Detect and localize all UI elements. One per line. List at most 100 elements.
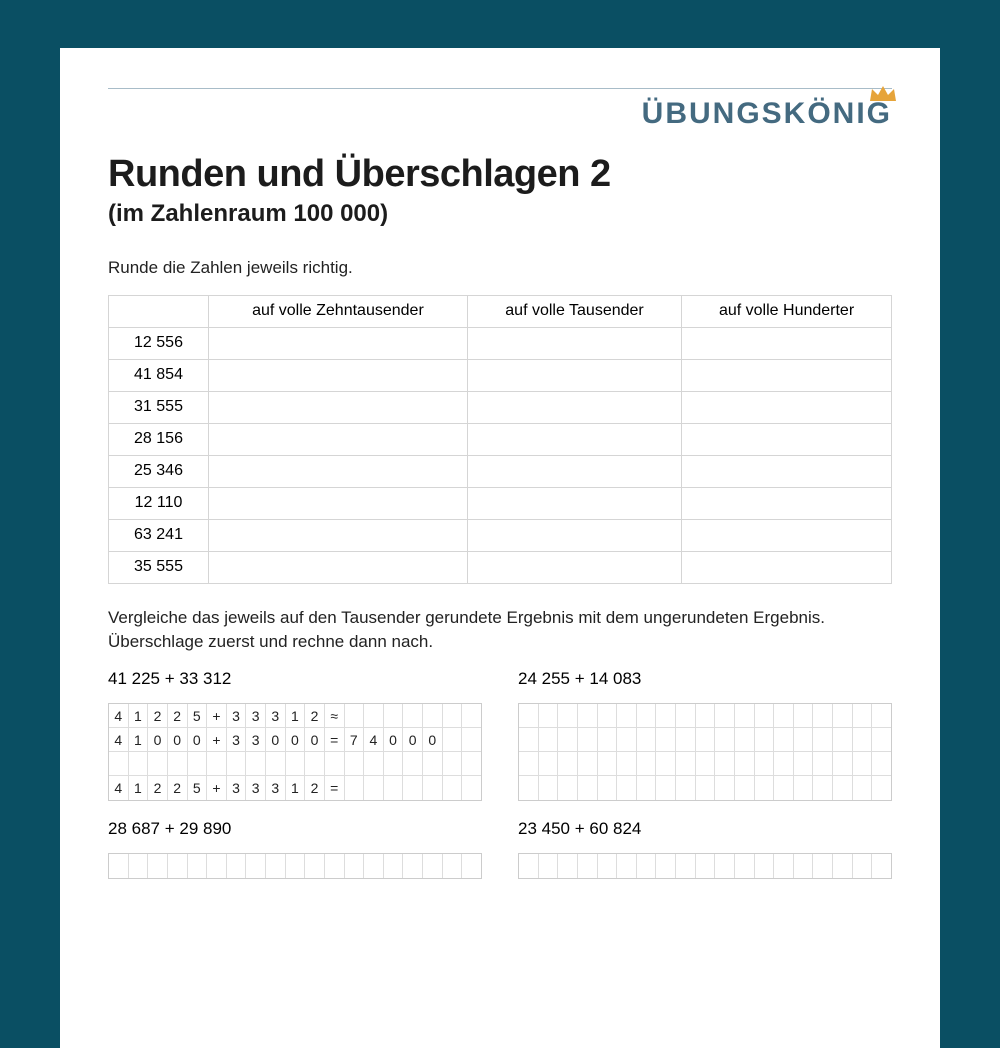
- grid-cell: [519, 752, 539, 776]
- grid-cell: [813, 704, 833, 728]
- grid-cell: [539, 752, 559, 776]
- page-subtitle: (im Zahlenraum 100 000): [108, 200, 892, 228]
- problem-1-grid: 41225+33312≈41000+33000=7400041225+33312…: [108, 703, 482, 801]
- grid-cell: [872, 752, 891, 776]
- grid-cell: +: [207, 704, 227, 728]
- worksheet-page: ÜBUNGSKÖNIG Runden und Überschlagen 2 (i…: [60, 48, 940, 1048]
- grid-cell: 0: [168, 728, 188, 752]
- table-answer-cell: [682, 487, 892, 519]
- grid-cell: [676, 704, 696, 728]
- grid-cell: 3: [227, 728, 247, 752]
- grid-cell: [794, 776, 814, 800]
- grid-cell: 3: [227, 704, 247, 728]
- grid-cell: [403, 752, 423, 776]
- table-answer-cell: [682, 551, 892, 583]
- grid-cell: 2: [148, 776, 168, 800]
- rounding-table: auf volle Zehntausenderauf volle Tausend…: [108, 295, 892, 584]
- grid-cell: [403, 854, 423, 878]
- brand: ÜBUNGSKÖNIG: [642, 97, 892, 131]
- grid-cell: [774, 728, 794, 752]
- grid-cell: [617, 752, 637, 776]
- grid-cell: [696, 728, 716, 752]
- grid-cell: 1: [286, 704, 306, 728]
- section2-instruction: Vergleiche das jeweils auf den Tausender…: [108, 606, 892, 655]
- grid-cell: [578, 728, 598, 752]
- table-answer-cell: [467, 455, 681, 487]
- grid-cell: [462, 704, 481, 728]
- grid-cell: [325, 854, 345, 878]
- table-row: 63 241: [109, 519, 892, 551]
- grid-cell: ≈: [325, 704, 345, 728]
- grid-cell: [266, 752, 286, 776]
- grid-cell: [656, 776, 676, 800]
- grid-cell: 4: [109, 728, 129, 752]
- grid-cell: [188, 854, 208, 878]
- grid-cell: +: [207, 728, 227, 752]
- grid-cell: 5: [188, 704, 208, 728]
- grid-cell: [286, 752, 306, 776]
- table-answer-cell: [682, 359, 892, 391]
- grid-cell: [558, 854, 578, 878]
- grid-cell: [774, 704, 794, 728]
- table-header: auf volle Zehntausender: [209, 295, 468, 327]
- grid-cell: [443, 776, 463, 800]
- table-number-cell: 12 110: [109, 487, 209, 519]
- grid-cell: [794, 854, 814, 878]
- table-header: auf volle Hunderter: [682, 295, 892, 327]
- grid-cell: [774, 854, 794, 878]
- grid-cell: [168, 854, 188, 878]
- table-answer-cell: [467, 359, 681, 391]
- grid-cell: [735, 704, 755, 728]
- grid-cell: [598, 704, 618, 728]
- grid-cell: [462, 752, 481, 776]
- table-number-cell: 63 241: [109, 519, 209, 551]
- grid-cell: [617, 854, 637, 878]
- grid-cell: [853, 728, 873, 752]
- grid-cell: [598, 854, 618, 878]
- grid-cell: [853, 752, 873, 776]
- grid-row: [109, 752, 481, 776]
- grid-cell: 4: [364, 728, 384, 752]
- grid-cell: 1: [129, 728, 149, 752]
- grid-cell: =: [325, 728, 345, 752]
- grid-cell: [637, 704, 657, 728]
- grid-cell: [598, 728, 618, 752]
- grid-cell: [325, 752, 345, 776]
- problem-3-grid: [108, 853, 482, 879]
- grid-cell: [443, 704, 463, 728]
- grid-cell: [384, 854, 404, 878]
- grid-cell: [872, 776, 891, 800]
- grid-cell: [656, 704, 676, 728]
- grid-cell: [578, 752, 598, 776]
- table-answer-cell: [682, 455, 892, 487]
- grid-cell: [617, 728, 637, 752]
- grid-cell: [462, 854, 481, 878]
- grid-cell: [207, 854, 227, 878]
- table-answer-cell: [682, 327, 892, 359]
- grid-cell: [813, 752, 833, 776]
- grid-cell: [715, 854, 735, 878]
- grid-cell: [853, 854, 873, 878]
- grid-cell: [735, 752, 755, 776]
- problem-4-label: 23 450 + 60 824: [518, 819, 892, 839]
- grid-cell: [423, 704, 443, 728]
- grid-cell: 0: [286, 728, 306, 752]
- grid-row: [519, 752, 891, 776]
- grid-cell: [696, 854, 716, 878]
- grid-cell: [423, 776, 443, 800]
- table-answer-cell: [467, 551, 681, 583]
- grid-cell: [364, 854, 384, 878]
- grid-cell: [345, 854, 365, 878]
- grid-cell: [207, 752, 227, 776]
- problem-4-grid: [518, 853, 892, 879]
- grid-cell: [755, 752, 775, 776]
- grid-cell: [656, 752, 676, 776]
- grid-cell: [148, 752, 168, 776]
- grid-cell: [266, 854, 286, 878]
- brand-row: ÜBUNGSKÖNIG: [108, 97, 892, 131]
- problem-row-1: 41 225 + 33 312 41225+33312≈41000+33000=…: [108, 669, 892, 801]
- grid-cell: [539, 728, 559, 752]
- grid-cell: [676, 776, 696, 800]
- grid-cell: [109, 752, 129, 776]
- grid-cell: [755, 728, 775, 752]
